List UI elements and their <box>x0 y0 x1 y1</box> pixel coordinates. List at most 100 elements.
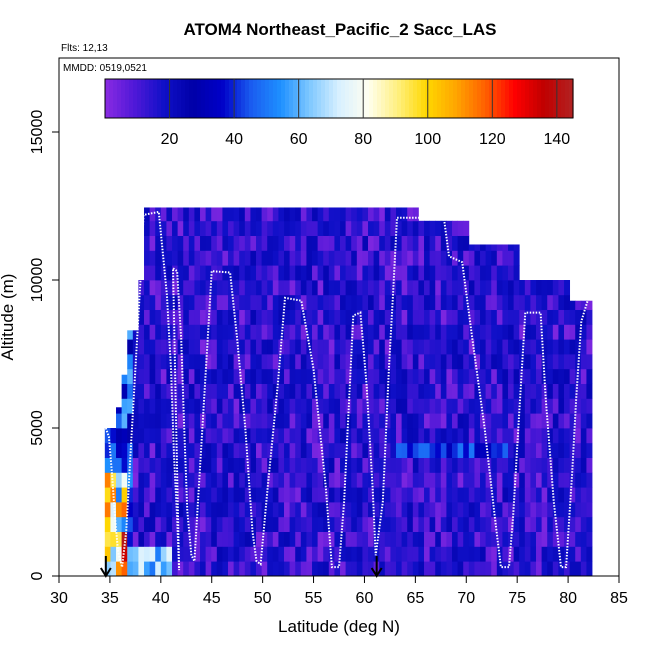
colorbar-swatch <box>125 79 130 118</box>
heatmap-cell <box>177 398 184 414</box>
heatmap-cell <box>407 531 414 547</box>
heatmap-cell <box>429 442 436 458</box>
heatmap-cell <box>575 309 582 325</box>
heatmap-cell <box>183 324 190 340</box>
heatmap-cell <box>440 265 447 281</box>
heatmap-cell <box>362 280 369 296</box>
heatmap-cell <box>508 244 515 251</box>
x-tick-label: 45 <box>203 590 221 607</box>
heatmap-cell <box>536 354 543 370</box>
heatmap-cells <box>104 207 593 577</box>
colorbar-swatch <box>417 79 422 118</box>
heatmap-cell <box>256 516 263 532</box>
heatmap-cell <box>323 235 330 251</box>
heatmap-cell <box>480 472 487 488</box>
heatmap-cell <box>379 294 386 310</box>
heatmap-cell <box>222 516 229 532</box>
heatmap-cell <box>144 324 151 340</box>
heatmap-cell <box>547 472 554 488</box>
heatmap-cell <box>530 413 537 429</box>
heatmap-cell <box>508 265 515 281</box>
heatmap-cell <box>390 265 397 281</box>
heatmap-cell <box>312 487 319 503</box>
heatmap-cell <box>267 354 274 370</box>
heatmap-cell <box>390 280 397 296</box>
heatmap-cell <box>440 531 447 547</box>
heatmap-cell <box>205 531 212 547</box>
colorbar-swatch <box>385 79 390 118</box>
heatmap-cell <box>300 207 307 222</box>
heatmap-cell <box>513 309 520 325</box>
heatmap-cell <box>412 324 419 340</box>
heatmap-cell <box>351 531 358 547</box>
heatmap-cell <box>295 324 302 340</box>
heatmap-cell <box>250 235 257 251</box>
heatmap-cell <box>138 398 145 414</box>
heatmap-cell <box>485 309 492 325</box>
heatmap-cell <box>368 265 375 281</box>
colorbar-swatch <box>217 79 222 118</box>
heatmap-cell <box>373 294 380 310</box>
heatmap-cell <box>144 368 151 384</box>
heatmap-cell <box>222 442 229 458</box>
x-tick-label: 50 <box>254 590 272 607</box>
heatmap-cell <box>328 265 335 281</box>
heatmap-cell <box>239 207 246 222</box>
x-tick-label: 35 <box>101 590 119 607</box>
heatmap-cell <box>289 207 296 222</box>
heatmap-cell <box>530 442 537 458</box>
heatmap-cell <box>312 354 319 370</box>
heatmap-cell <box>340 442 347 458</box>
heatmap-cell <box>306 235 313 251</box>
heatmap-cell <box>524 531 531 547</box>
colorbar-swatch <box>397 79 402 118</box>
heatmap-cell <box>250 487 257 503</box>
heatmap-cell <box>250 531 257 547</box>
heatmap-cell <box>340 294 347 310</box>
heatmap-cell <box>323 531 330 547</box>
heatmap-cell <box>149 487 156 503</box>
heatmap-cell <box>172 324 179 340</box>
heatmap-cell <box>530 561 537 577</box>
heatmap-cell <box>401 531 408 547</box>
heatmap-cell <box>267 413 274 429</box>
heatmap-cell <box>468 516 475 532</box>
colorbar-swatch <box>257 79 262 118</box>
heatmap-cell <box>261 250 268 266</box>
heatmap-cell <box>547 324 554 340</box>
heatmap-cell <box>216 487 223 503</box>
heatmap-cell <box>418 442 425 458</box>
heatmap-cell <box>222 457 229 473</box>
heatmap-cell <box>407 250 414 266</box>
heatmap-cell <box>575 502 582 518</box>
heatmap-cell <box>474 428 481 444</box>
heatmap-cell <box>306 383 313 399</box>
colorbar-swatch <box>237 79 242 118</box>
heatmap-cell <box>340 339 347 355</box>
heatmap-cell <box>474 265 481 281</box>
heatmap-cell <box>390 546 397 562</box>
heatmap-cell <box>278 487 285 503</box>
heatmap-cell <box>384 354 391 370</box>
heatmap-cell <box>446 442 453 458</box>
heatmap-cell <box>401 516 408 532</box>
heatmap-cell <box>340 398 347 414</box>
heatmap-cell <box>289 324 296 340</box>
heatmap-cell <box>547 546 554 562</box>
heatmap-cell <box>132 531 139 547</box>
heatmap-cell <box>575 300 582 310</box>
heatmap-cell <box>519 442 526 458</box>
heatmap-cell <box>244 354 251 370</box>
heatmap-cell <box>396 220 403 236</box>
heatmap-cell <box>328 398 335 414</box>
heatmap-cell <box>435 472 442 488</box>
heatmap-cell <box>160 546 167 562</box>
heatmap-cell <box>340 546 347 562</box>
heatmap-cell <box>323 502 330 518</box>
heatmap-cell <box>569 487 576 503</box>
heatmap-cell <box>250 207 257 222</box>
heatmap-cell <box>272 309 279 325</box>
heatmap-cell <box>312 457 319 473</box>
heatmap-cell <box>233 561 240 577</box>
heatmap-cell <box>284 442 291 458</box>
